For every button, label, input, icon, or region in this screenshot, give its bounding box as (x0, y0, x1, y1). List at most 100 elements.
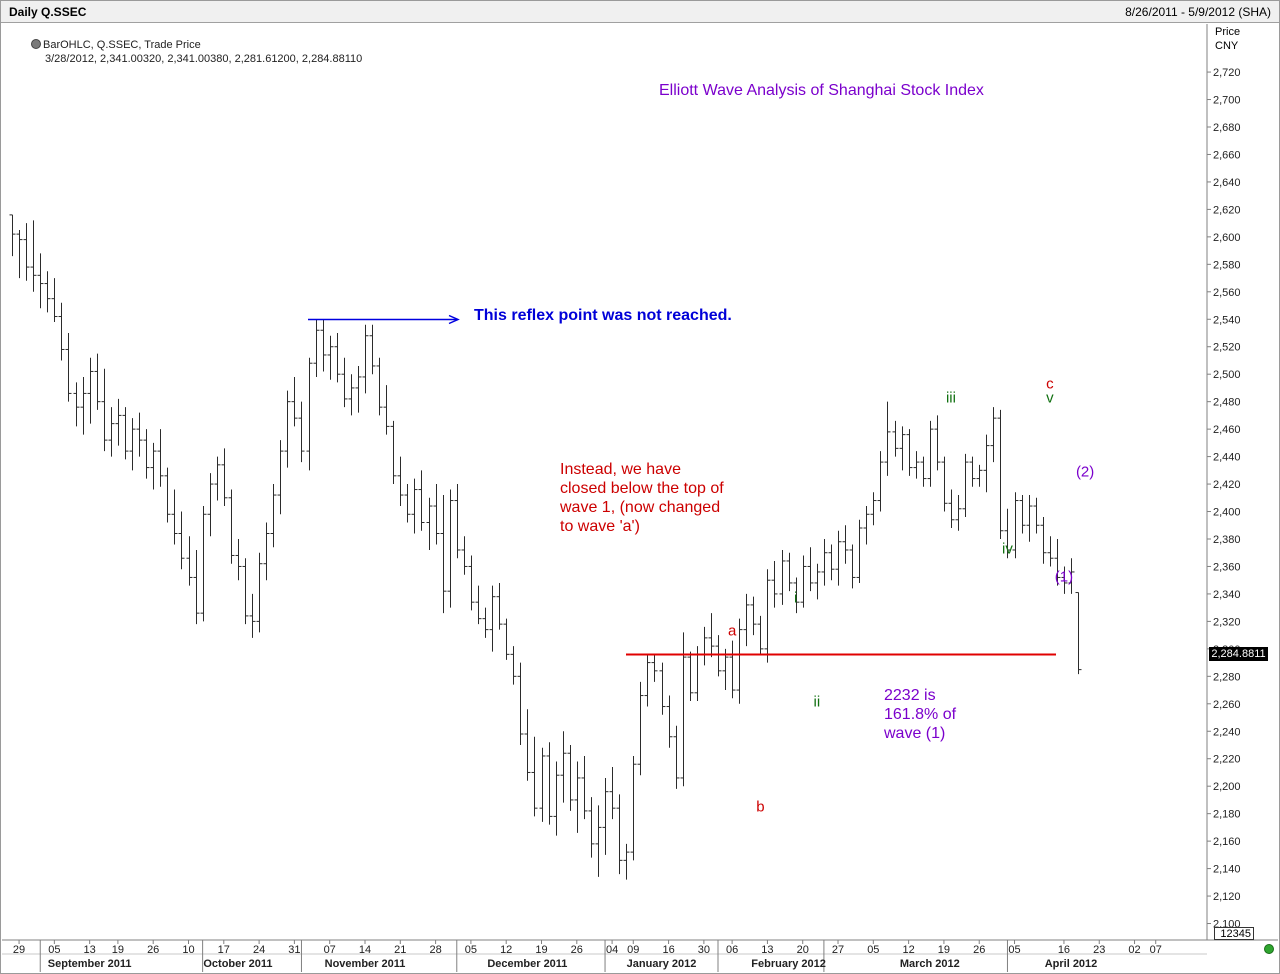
ohlc-bar (447, 489, 454, 608)
date-tick-label: 14 (359, 944, 371, 956)
price-tick-label: 2,480 (1213, 397, 1241, 409)
ohlc-bar (489, 585, 496, 652)
ohlc-bar (9, 214, 16, 257)
ohlc-bar (771, 560, 778, 608)
date-tick-label: 26 (147, 944, 159, 956)
ohlc-bar (291, 376, 298, 427)
ohlc-bar (786, 552, 793, 592)
ohlc-bar (65, 332, 72, 402)
ohlc-bar (503, 618, 510, 660)
ohlc-bar (990, 407, 997, 463)
date-tick-label: 23 (1093, 944, 1105, 956)
ohlc-bar (221, 448, 228, 507)
ohlc-bar (256, 552, 263, 633)
ohlc-bar (997, 409, 1004, 539)
ohlc-bar (517, 662, 524, 745)
date-tick-label: 05 (465, 944, 477, 956)
date-tick-label: 10 (182, 944, 194, 956)
ohlc-bar (659, 662, 666, 715)
date-tick-label: 05 (867, 944, 879, 956)
ohlc-bar (44, 271, 51, 313)
price-tick-label: 2,720 (1213, 67, 1241, 79)
ohlc-bar (171, 489, 178, 545)
ohlc-bar (108, 407, 115, 457)
price-axis-header: Price CNY (1215, 26, 1241, 52)
ohlc-bar (595, 805, 602, 877)
ohlc-bar (574, 761, 581, 833)
status-indicator-icon[interactable] (1264, 944, 1274, 954)
ohlc-bar (899, 426, 906, 471)
ohlc-bar (814, 563, 821, 600)
ohlc-bar (651, 654, 658, 682)
ohlc-bar (242, 558, 249, 625)
ohlc-bar (404, 484, 411, 523)
date-tick-label: 19 (112, 944, 124, 956)
price-tick-label: 2,340 (1213, 589, 1241, 601)
ohlc-bar (701, 626, 708, 666)
price-tick-label: 2,460 (1213, 424, 1241, 436)
date-tick-label: 30 (698, 944, 710, 956)
price-tick-label: 2,600 (1213, 232, 1241, 244)
month-label: October 2011 (203, 958, 272, 970)
ohlc-bar (729, 640, 736, 699)
ohlc-bar (666, 695, 673, 748)
date-tick-label: 16 (1058, 944, 1070, 956)
ohlc-bar (609, 766, 616, 820)
ohlc-bar (433, 484, 440, 545)
date-tick-label: 05 (48, 944, 60, 956)
ohlc-bar (263, 522, 270, 581)
ohlc-bar (1061, 566, 1068, 594)
ohlc-bar (58, 302, 65, 361)
target-note: 2232 is 161.8% of wave (1) (884, 687, 957, 742)
ohlc-bar (411, 478, 418, 534)
month-label: September 2011 (48, 958, 132, 970)
ohlc-bars (9, 214, 1082, 880)
ohlc-bar (856, 519, 863, 583)
ohlc-bar (1033, 497, 1040, 534)
ohlc-bar (73, 382, 80, 427)
ohlc-bar (955, 495, 962, 531)
month-label: January 2012 (627, 958, 697, 970)
price-tick-label: 2,560 (1213, 287, 1241, 299)
chart-name[interactable]: Daily Q.SSEC (9, 5, 87, 19)
price-tick-label: 2,640 (1213, 177, 1241, 189)
ohlc-bar (708, 613, 715, 658)
ohlc-bar (193, 549, 200, 625)
ohlc-bar (461, 536, 468, 575)
date-range[interactable]: 8/26/2011 - 5/9/2012 (SHA) (1125, 5, 1271, 19)
ohlc-bar (157, 429, 164, 487)
ohlc-bar (637, 681, 644, 776)
ohlc-bar (496, 582, 503, 630)
ohlc-bar (129, 418, 136, 471)
ohlc-bar (101, 368, 108, 452)
ohlc-bar (531, 736, 538, 817)
ohlc-bar (877, 451, 884, 512)
ohlc-bar (214, 456, 221, 501)
wave-label: iv (1002, 540, 1013, 558)
series-icon[interactable] (31, 39, 41, 49)
ohlc-bar (524, 709, 531, 781)
month-label: November 2011 (325, 958, 406, 970)
wave-label: (1) (1054, 568, 1074, 586)
ohlc-bar (553, 761, 560, 836)
legend-values: 3/28/2012, 2,341.00320, 2,341.00380, 2,2… (45, 53, 363, 65)
ohlc-bar (793, 577, 800, 614)
ohlc-bar (207, 473, 214, 537)
price-tick-label: 2,360 (1213, 561, 1241, 573)
date-tick-label: 31 (288, 944, 300, 956)
ohlc-bar (715, 635, 722, 677)
date-tick-label: 19 (938, 944, 950, 956)
ohlc-bar (390, 420, 397, 485)
legend-series: BarOHLC, Q.SSEC, Trade Price (31, 39, 201, 51)
date-tick-label: 13 (761, 944, 773, 956)
price-tick-label: 2,660 (1213, 149, 1241, 161)
ohlc-bar (892, 420, 899, 457)
month-label: March 2012 (900, 958, 960, 970)
date-tick-label: 26 (973, 944, 985, 956)
date-tick-label: 20 (797, 944, 809, 956)
ohlc-bar (539, 747, 546, 822)
ohlc-bar (482, 607, 489, 638)
ohlc-bar (362, 324, 369, 394)
ohlc-bar (369, 324, 376, 375)
date-tick-label: 16 (662, 944, 674, 956)
